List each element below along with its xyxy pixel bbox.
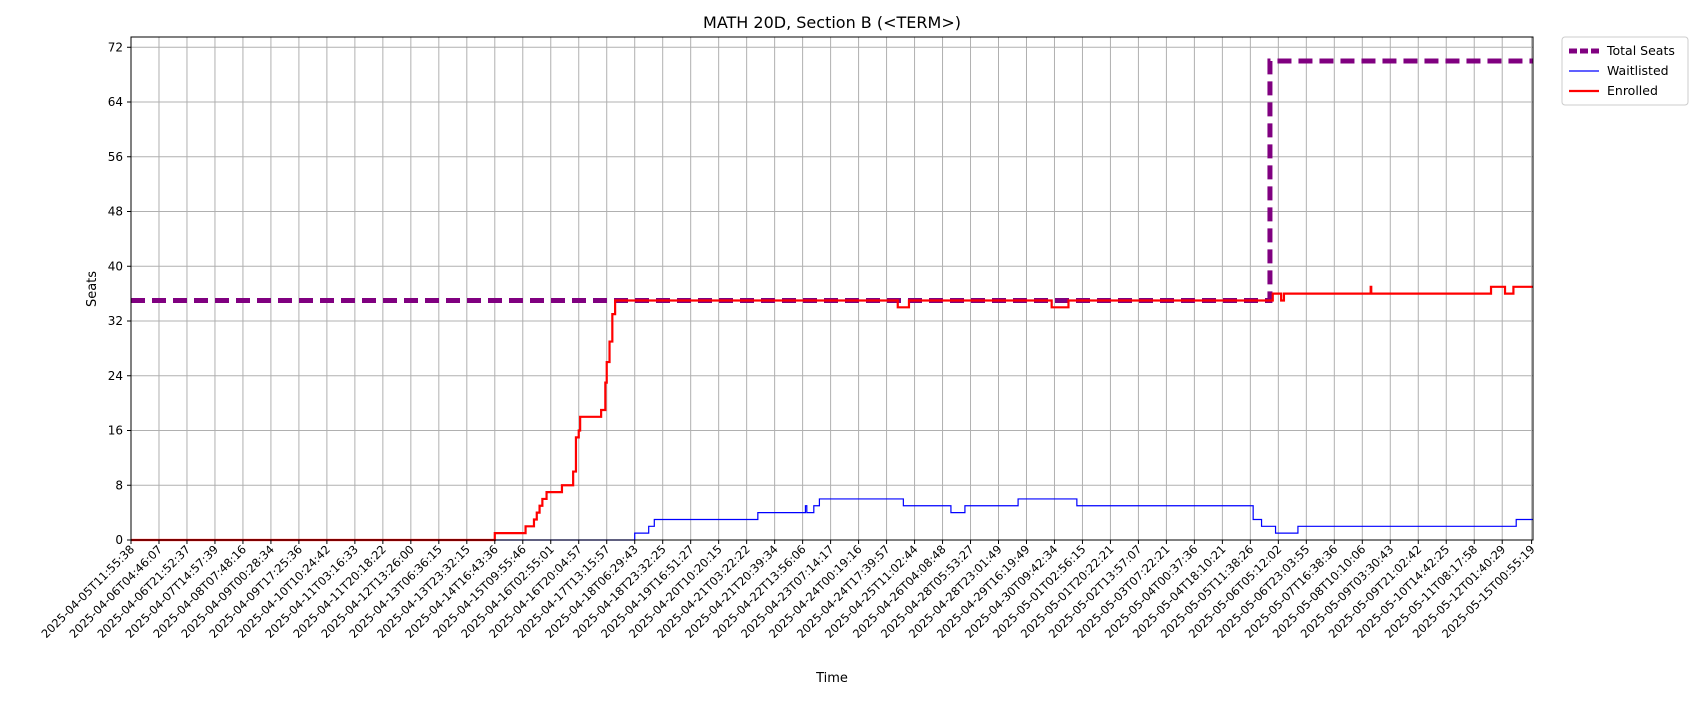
chart-title: MATH 20D, Section B (<TERM>) [703, 13, 961, 32]
y-tick-label: 16 [108, 424, 123, 438]
y-tick-label: 56 [108, 150, 123, 164]
legend: Total Seats Waitlisted Enrolled [1561, 36, 1689, 106]
legend-label: Total Seats [1606, 43, 1675, 58]
y-tick-label: 64 [108, 95, 123, 109]
y-tick-label: 8 [115, 478, 123, 492]
y-tick-label: 32 [108, 314, 123, 328]
y-tick-label: 24 [108, 369, 123, 383]
y-tick-label: 40 [108, 259, 123, 273]
x-axis-label: Time [815, 671, 848, 686]
legend-label: Waitlisted [1607, 63, 1669, 78]
legend-label: Enrolled [1607, 83, 1658, 98]
y-tick-label: 48 [108, 205, 123, 219]
series-line-waitlisted [131, 498, 1533, 541]
y-tick-label: 0 [115, 533, 123, 547]
plot-frame [130, 36, 1534, 541]
series-line-enrolled [131, 285, 1533, 542]
y-axis-label: Seats [85, 271, 100, 307]
y-tick-label: 72 [108, 40, 123, 54]
